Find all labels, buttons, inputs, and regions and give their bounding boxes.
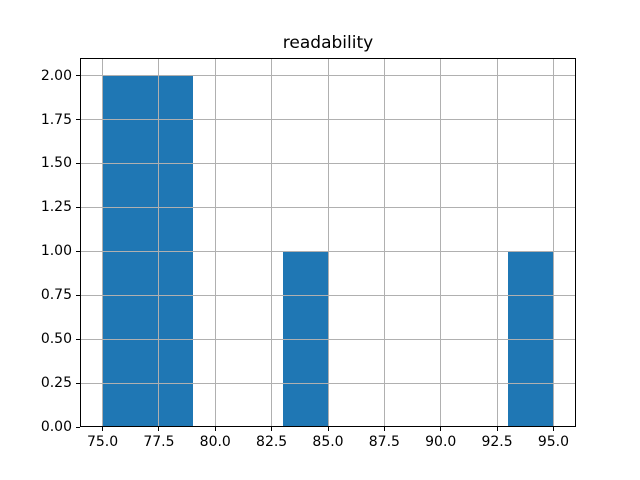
y-tick-label: 0.50	[40, 331, 72, 348]
x-tick-mark	[552, 427, 554, 431]
y-gridline	[80, 250, 576, 252]
y-gridline	[80, 75, 576, 77]
y-tick-label: 0.00	[40, 419, 72, 435]
x-tick-label: 85.0	[312, 434, 344, 450]
x-tick-label: 92.5	[481, 434, 513, 450]
x-tick-mark	[327, 427, 329, 431]
y-tick-mark	[76, 338, 80, 340]
y-gridline	[80, 162, 576, 164]
x-gridline	[552, 58, 554, 427]
y-tick-mark	[76, 75, 80, 77]
x-gridline	[102, 58, 104, 427]
x-tick-label: 90.0	[425, 434, 457, 450]
x-tick-mark	[496, 427, 498, 431]
x-gridline	[496, 58, 498, 427]
y-tick-mark	[76, 250, 80, 252]
y-gridline	[80, 119, 576, 120]
x-tick-label: 77.5	[143, 434, 175, 450]
x-gridline	[214, 58, 216, 427]
x-tick-mark	[271, 427, 273, 431]
y-tick-mark	[76, 382, 80, 384]
y-tick-label: 2.00	[40, 67, 72, 84]
x-gridline	[440, 58, 442, 427]
y-tick-mark	[76, 426, 80, 428]
x-gridline	[383, 58, 385, 427]
x-gridline	[271, 58, 273, 427]
y-gridline	[80, 206, 576, 208]
y-tick-label: 0.25	[40, 375, 72, 392]
x-tick-label: 87.5	[368, 434, 400, 450]
x-tick-label: 80.0	[199, 434, 231, 450]
y-tick-mark	[76, 119, 80, 120]
y-tick-mark	[76, 206, 80, 208]
y-tick-label: 0.75	[40, 287, 72, 304]
y-gridline	[80, 294, 576, 296]
chart-title: readability	[282, 33, 374, 53]
x-tick-mark	[102, 427, 104, 431]
y-tick-label: 1.50	[40, 155, 72, 172]
y-gridline	[80, 338, 576, 340]
x-tick-label: 95.0	[537, 434, 570, 450]
y-tick-label: 1.75	[40, 111, 72, 128]
x-tick-mark	[214, 427, 216, 431]
x-gridline	[327, 58, 329, 427]
y-tick-mark	[76, 294, 80, 296]
x-tick-mark	[158, 427, 160, 431]
plot-area	[80, 58, 576, 427]
x-tick-label: 82.5	[256, 434, 288, 450]
y-tick-mark	[76, 162, 80, 164]
y-tick-label: 1.25	[40, 199, 72, 216]
x-tick-mark	[440, 427, 442, 431]
y-tick-label: 1.00	[40, 243, 72, 260]
x-tick-mark	[383, 427, 385, 431]
y-gridline	[80, 382, 576, 384]
x-tick-label: 75.0	[86, 434, 119, 450]
x-gridline	[158, 58, 160, 427]
